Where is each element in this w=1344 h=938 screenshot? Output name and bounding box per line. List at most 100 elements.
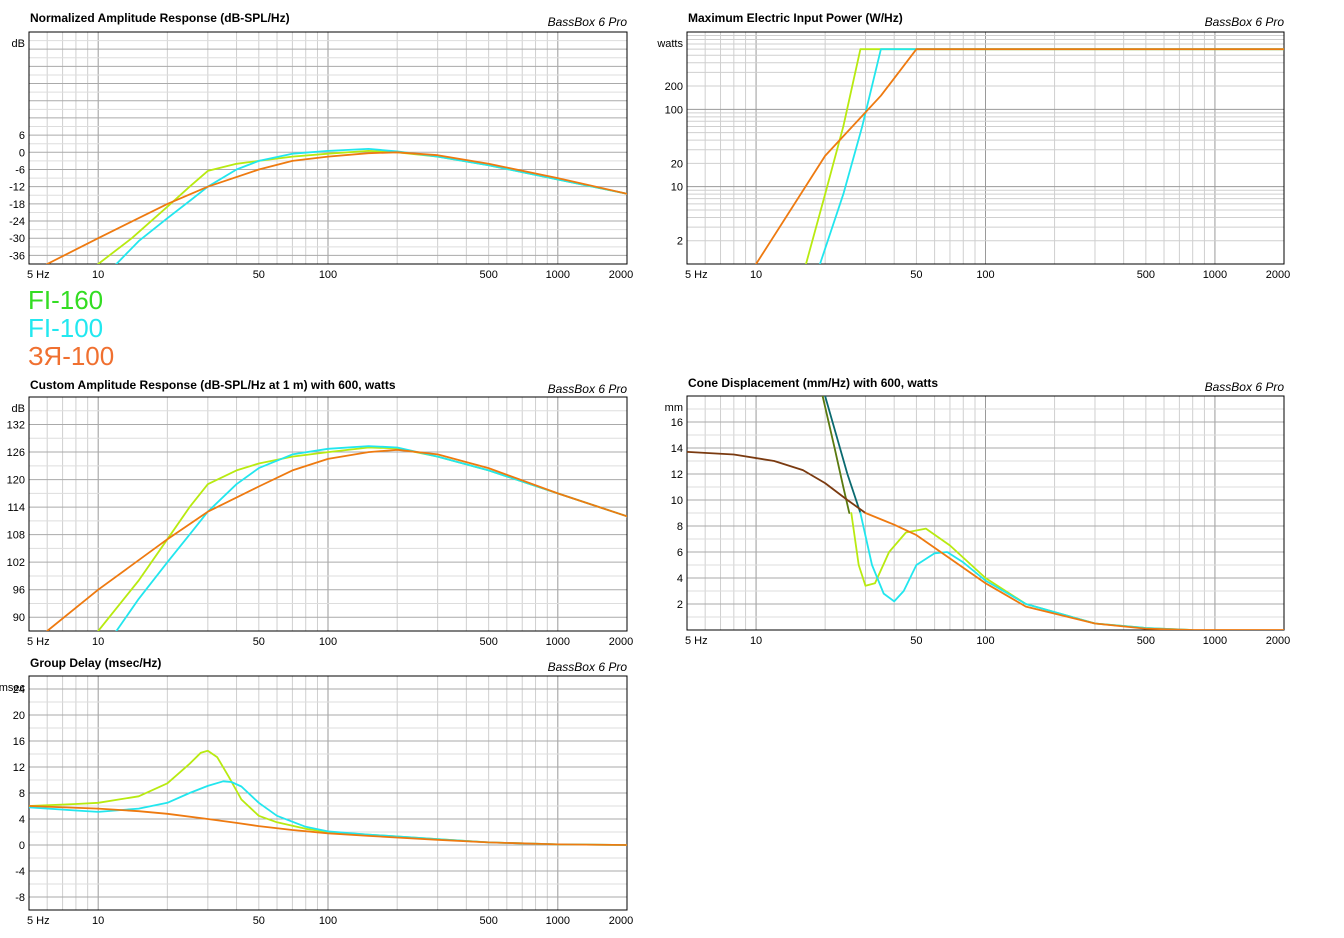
xtick-label: 50 <box>910 269 922 281</box>
ytick-label: -12 <box>9 182 25 194</box>
xtick-label: 1000 <box>546 915 570 927</box>
xtick-label: 10 <box>750 269 762 281</box>
xtick-label: 500 <box>479 915 497 927</box>
xtick-label: 10 <box>92 636 104 648</box>
ytick-label: 6 <box>19 130 25 142</box>
frame-custom <box>28 396 628 632</box>
ytick-label: 96 <box>13 585 25 597</box>
xtick-label: 5 Hz <box>27 636 50 648</box>
series-line-fi160_alt <box>821 396 851 514</box>
series-line-fi100 <box>819 48 1284 264</box>
frame-norm <box>28 31 628 265</box>
grid-cone <box>686 395 1285 631</box>
xtick-label: 100 <box>319 915 337 927</box>
series-line-fi100 <box>115 445 627 631</box>
ytick-label: 120 <box>7 475 25 487</box>
chart-title-power: Maximum Electric Input Power (W/Hz) <box>688 11 903 25</box>
xtick-label: 2000 <box>609 636 633 648</box>
chart-power: Maximum Electric Input Power (W/Hz) BassB… <box>656 11 1290 281</box>
ytick-label: 16 <box>671 417 683 429</box>
series-line-fi160 <box>850 512 1194 630</box>
xtick-label: 10 <box>92 915 104 927</box>
ytick-label: -6 <box>15 164 25 176</box>
ytick-label: 14 <box>671 443 683 455</box>
xtick-label: 10 <box>750 635 762 647</box>
xtick-label: 2000 <box>1266 635 1290 647</box>
series-line-zya100 <box>46 151 627 264</box>
legend-item-zya100: ЗЯ-100 <box>28 341 115 371</box>
xtick-label: 1000 <box>1203 269 1227 281</box>
xtick-label: 100 <box>976 269 994 281</box>
ytick-label: 132 <box>7 420 25 432</box>
legend-item-fi160: FI-160 <box>28 285 104 315</box>
xtick-label: 500 <box>479 269 497 281</box>
xtick-label: 50 <box>253 636 265 648</box>
brand-norm: BassBox 6 Pro <box>548 15 628 29</box>
ytick-label: 108 <box>7 530 25 542</box>
xtick-label: 100 <box>319 636 337 648</box>
ytick-label: 8 <box>677 521 683 533</box>
chart-cone: Cone Displacement (mm/Hz) with 600, watt… <box>665 376 1291 647</box>
brand-custom: BassBox 6 Pro <box>548 382 628 396</box>
grid-norm <box>28 31 628 264</box>
xtick-label: 5 Hz <box>685 269 708 281</box>
ytick-label: 16 <box>13 736 25 748</box>
ytick-label: 10 <box>671 495 683 507</box>
chart-title-cone: Cone Displacement (mm/Hz) with 600, watt… <box>688 376 938 390</box>
ytick-label: 200 <box>665 81 683 93</box>
ytick-label: 24 <box>13 684 25 696</box>
ytick-label: -8 <box>15 892 25 904</box>
xtick-label: 500 <box>479 636 497 648</box>
chart-title-custom: Custom Amplitude Response (dB-SPL/Hz at … <box>30 378 396 392</box>
ytick-label: -4 <box>15 866 25 878</box>
frame-delay <box>28 675 628 911</box>
ytick-label: 12 <box>13 762 25 774</box>
grid-power <box>686 31 1285 265</box>
ytick-label: 20 <box>13 710 25 722</box>
ytick-label: 114 <box>7 502 25 514</box>
series-line-zya100 <box>755 48 1284 264</box>
ylabel-custom: dB <box>12 403 25 415</box>
ylabel-cone: mm <box>665 402 683 414</box>
xtick-label: 10 <box>92 269 104 281</box>
ytick-label: -18 <box>9 199 25 211</box>
frame-power <box>686 31 1285 265</box>
series-line-fi100 <box>859 512 1194 630</box>
legend-item-fi100: FI-100 <box>28 313 104 343</box>
xtick-label: 2000 <box>1266 269 1290 281</box>
ytick-label: 100 <box>665 104 683 116</box>
ylabel-delay: msec <box>0 682 25 694</box>
ytick-label: 0 <box>19 840 25 852</box>
xtick-label: 1000 <box>546 636 570 648</box>
ytick-label: 90 <box>13 612 25 624</box>
chart-custom: Custom Amplitude Response (dB-SPL/Hz at … <box>7 378 634 648</box>
ytick-label: -36 <box>9 250 25 262</box>
xtick-label: 5 Hz <box>27 269 50 281</box>
xtick-label: 5 Hz <box>685 635 708 647</box>
xtick-label: 500 <box>1137 635 1155 647</box>
xtick-label: 1000 <box>1203 635 1227 647</box>
xtick-label: 50 <box>253 915 265 927</box>
series-line-zya100_alt <box>687 450 867 514</box>
series-line-zya100 <box>46 448 627 631</box>
ytick-label: 4 <box>677 573 683 585</box>
xtick-label: 50 <box>910 635 922 647</box>
series-group-cone <box>687 396 1284 630</box>
xtick-label: 2000 <box>609 915 633 927</box>
series-group-power <box>755 48 1284 264</box>
chart-delay: Group Delay (msec/Hz) BassBox 6 Pro msec -8… <box>0 656 633 927</box>
ytick-label: 2 <box>677 599 683 611</box>
xtick-label: 1000 <box>546 269 570 281</box>
xtick-label: 50 <box>253 269 265 281</box>
brand-delay: BassBox 6 Pro <box>548 660 628 674</box>
frame-cone <box>686 395 1285 631</box>
series-line-zya100 <box>864 512 1284 630</box>
series-line-fi100 <box>115 147 627 264</box>
series-group-delay <box>29 749 627 846</box>
ylabel-power: watts <box>656 38 683 50</box>
xtick-label: 500 <box>1137 269 1155 281</box>
ytick-label: 20 <box>671 158 683 170</box>
ytick-label: -30 <box>9 233 25 245</box>
ytick-label: 10 <box>671 182 683 194</box>
